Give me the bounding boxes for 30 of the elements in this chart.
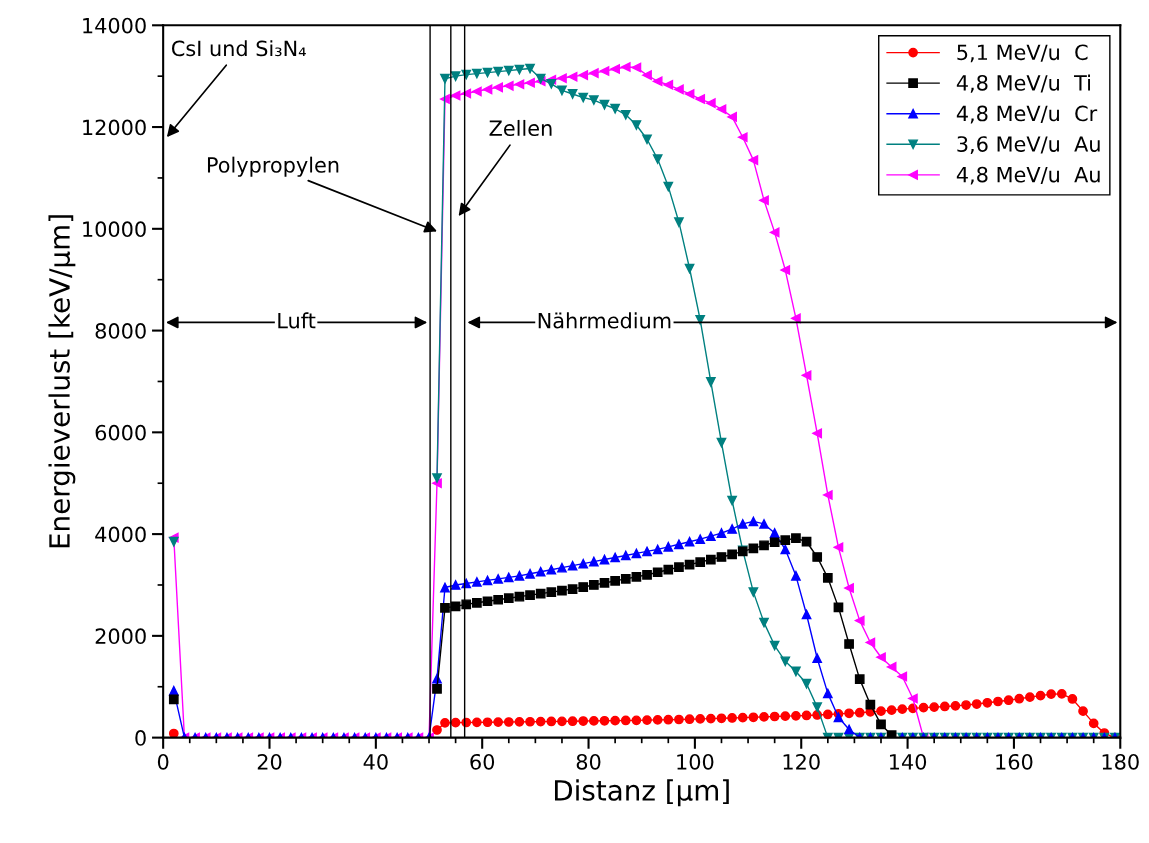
annotation: Luft bbox=[278, 312, 316, 329]
legend-label: 5,1 MeV/u C bbox=[957, 44, 1088, 63]
y-tick-label: 0 bbox=[135, 730, 146, 746]
x-tick-label: 100 bbox=[677, 753, 714, 770]
y-tick-label: 6000 bbox=[95, 424, 146, 441]
annotation: Polypropylen bbox=[207, 156, 339, 177]
y-tick-label: 10000 bbox=[83, 221, 146, 238]
x-tick-label: 160 bbox=[996, 753, 1033, 770]
x-tick-label: 40 bbox=[363, 753, 388, 770]
x-axis-title: Distanz [µm] bbox=[554, 779, 729, 807]
y-axis-title: Energieverlust [keV/µm] bbox=[48, 215, 76, 548]
x-tick-label: 140 bbox=[889, 753, 927, 770]
x-tick-label: 60 bbox=[470, 753, 495, 770]
legend-label: 4,8 MeV/u Ti bbox=[956, 74, 1090, 93]
y-tick-label: 14000 bbox=[83, 17, 146, 34]
legend-label: 4,8 MeV/u Cr bbox=[956, 105, 1098, 124]
x-tick-label: 80 bbox=[576, 753, 601, 770]
annotation: Nährmedium bbox=[538, 312, 671, 329]
y-tick-label: 4000 bbox=[95, 526, 146, 543]
x-tick-label: 120 bbox=[783, 753, 820, 770]
y-tick-label: 12000 bbox=[83, 119, 146, 136]
x-tick-label: 0 bbox=[157, 753, 169, 770]
x-tick-label: 20 bbox=[257, 753, 282, 770]
y-tick-label: 8000 bbox=[95, 323, 146, 339]
x-tick-label: 180 bbox=[1102, 753, 1139, 770]
y-tick-label: 2000 bbox=[95, 628, 146, 645]
legend-label: 3,6 MeV/u Au bbox=[957, 136, 1100, 155]
annotation: CsI und Si₃N₄ bbox=[171, 40, 306, 57]
legend-label: 4,8 MeV/u Au bbox=[956, 166, 1100, 185]
annotation: Zellen bbox=[489, 119, 552, 137]
